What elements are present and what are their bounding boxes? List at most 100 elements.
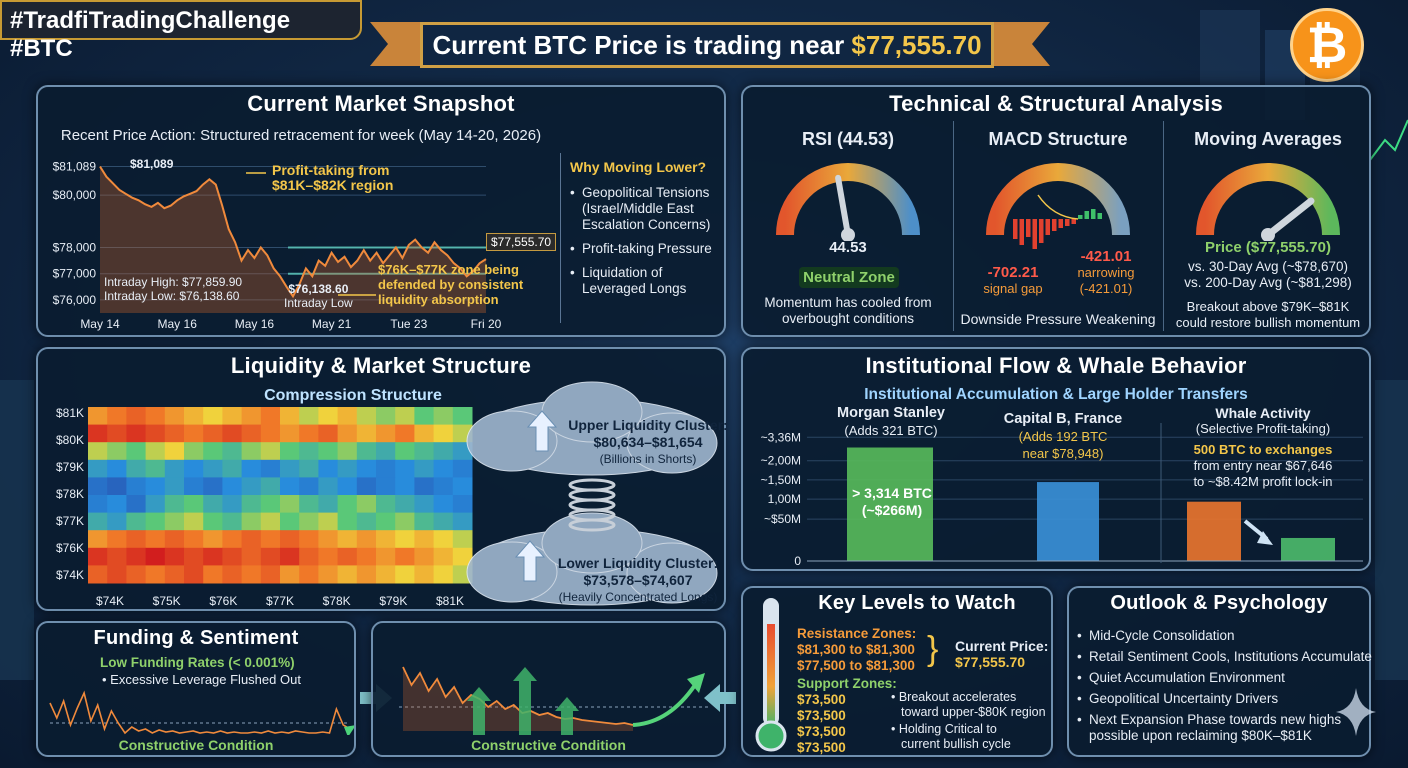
current-value: $77,555.70: [955, 654, 1026, 670]
heatmap-cell: [299, 424, 319, 443]
heatmap-cell: [356, 442, 377, 461]
heatmap-y-label: $76K: [56, 541, 84, 555]
macd-hist-bar: [1013, 219, 1018, 239]
cb-title: Capital B, France: [1003, 411, 1123, 427]
heatmap-cell: [395, 442, 415, 461]
heatmap-cell: [241, 565, 262, 584]
heatmap-cell: [203, 477, 223, 496]
inst-y-label: 0: [794, 554, 801, 568]
heatmap-cell: [414, 530, 435, 549]
heatmap-cell: [222, 459, 243, 478]
heatmap-cell: [260, 495, 281, 514]
heatmap-cell: [280, 424, 300, 443]
wh-line3: to ~$8.42M profit lock-in: [1193, 474, 1333, 489]
x-tick-label: Tue 23: [390, 317, 427, 331]
heatmap-cell: [280, 565, 300, 584]
current-price-block: Current Price: $77,555.70: [955, 638, 1048, 670]
growth-arrow-icon: [555, 697, 579, 735]
intraday-range: Intraday High: $77,859.90 Intraday Low: $…: [104, 275, 242, 303]
sentiment-condition: Constructive Condition: [471, 737, 626, 753]
x-tick-label: May 21: [312, 317, 352, 331]
heatmap-cell: [222, 495, 243, 514]
macd-hist-bar: [1039, 219, 1044, 243]
heatmap-cell: [241, 477, 262, 496]
rsi-gauge: [776, 163, 920, 241]
market-snapshot-panel: Current Market Snapshot Recent Price Act…: [36, 85, 726, 337]
heatmap-cell: [260, 512, 281, 531]
heatmap-cell: [376, 530, 396, 549]
resistance-list: $81,300 to $81,300 $77,500 to $81,300: [797, 642, 915, 674]
heatmap-y-label: $77K: [56, 514, 84, 528]
heatmap-cell: [203, 442, 223, 461]
sentiment-chart-panel: Constructive Condition: [371, 621, 726, 757]
heatmap-cell: [184, 547, 204, 566]
institutional-title: Institutional Flow & Whale Behavior: [865, 353, 1247, 378]
macd-hist-bar: [1084, 211, 1089, 219]
heatmap-cell: [260, 407, 281, 426]
macd-hist-bar: [1058, 219, 1063, 228]
wh-line2: from entry near $67,646: [1193, 458, 1333, 473]
heatmap-cell: [356, 530, 377, 549]
zone-note-line3: liquidity absorption: [378, 292, 499, 307]
ma-averages: vs. 30-Day Avg (~$78,670) vs. 200-Day Avg…: [1163, 259, 1373, 291]
ma-title: Moving Averages: [1194, 129, 1342, 149]
heatmap-cell: [164, 442, 185, 461]
heatmap-cell: [452, 530, 473, 549]
key-levels-panel: Key Levels to Watch Resistance Zones: $8…: [741, 586, 1053, 757]
heatmap-cell: [318, 442, 339, 461]
upper-line1: Upper Liquidity Cluster:: [568, 417, 728, 433]
hashtag-banner: #TradfiTradingChallenge #BTC: [0, 0, 362, 62]
heatmap-x-label: $76K: [209, 594, 237, 608]
macd-hist-line2: (-421.01): [1079, 281, 1133, 296]
heatmap-cell: [126, 442, 147, 461]
outlook-item: Geopolitical Uncertainty Drivers: [1077, 691, 1377, 707]
price-banner: Current BTC Price is trading near $77,55…: [420, 22, 994, 68]
heatmap-cell: [145, 477, 166, 496]
current-label: Current Price:: [955, 638, 1049, 654]
heatmap-y-label: $78K: [56, 487, 84, 501]
heatmap-cell: [88, 442, 108, 461]
thermometer-icon: [755, 598, 787, 752]
heatmap-cell: [318, 547, 339, 566]
heatmap-cell: [318, 477, 339, 496]
heatmap-cell: [164, 565, 185, 584]
zone-note-line2: defended by consistent: [378, 277, 524, 292]
heatmap-cell: [88, 459, 108, 478]
heatmap-y-label: $79K: [56, 460, 84, 474]
funding-up-arrow: [344, 725, 354, 735]
heatmap-cell: [145, 442, 166, 461]
macd-signal-value: -702.21: [987, 264, 1039, 281]
liquidity-heatmap: $81K $80K $79K $78K $77K $76K $74K $74K $75K $76K…: [56, 406, 473, 608]
heatmap-cell: [376, 459, 396, 478]
intraday-high: Intraday High: $77,859.90: [104, 275, 243, 289]
heatmap-x-label: $74K: [96, 594, 124, 608]
heatmap-cell: [145, 459, 166, 478]
heatmap-cell: [260, 477, 281, 496]
heatmap-cell: [395, 495, 415, 514]
heatmap-cell: [164, 512, 185, 531]
heatmap-cell: [433, 407, 454, 426]
heatmap-cell: [184, 407, 204, 426]
rsi-value: 44.53: [829, 239, 867, 256]
heatmap-cell: [88, 495, 108, 514]
macd-histogram: [1013, 209, 1102, 249]
heatmap-cell: [222, 512, 243, 531]
sentiment-area: [403, 667, 633, 731]
inst-y-label: 1,00M: [768, 492, 801, 506]
snapshot-subtitle: Recent Price Action: Structured retracem…: [38, 127, 564, 144]
heatmap-cell: [184, 565, 204, 584]
heatmap-cell: [356, 459, 377, 478]
ribbon-graphic: [370, 22, 1050, 66]
heatmap-cell: [376, 512, 396, 531]
heatmap-cell: [299, 477, 319, 496]
profit-note-line1: Profit-taking from: [272, 162, 390, 178]
why-item: Geopolitical Tensions(Israel/Middle East…: [570, 185, 720, 233]
heatmap-cell: [433, 424, 454, 443]
support-title: Support Zones:: [797, 676, 897, 691]
heatmap-cell: [241, 495, 262, 514]
heatmap-y-label: $74K: [56, 568, 84, 582]
lower-line1: Lower Liquidity Cluster:: [557, 555, 719, 571]
heatmap-cell: [395, 547, 415, 566]
heatmap-y-label: $81K: [56, 406, 84, 420]
heatmap-cell: [433, 565, 454, 584]
